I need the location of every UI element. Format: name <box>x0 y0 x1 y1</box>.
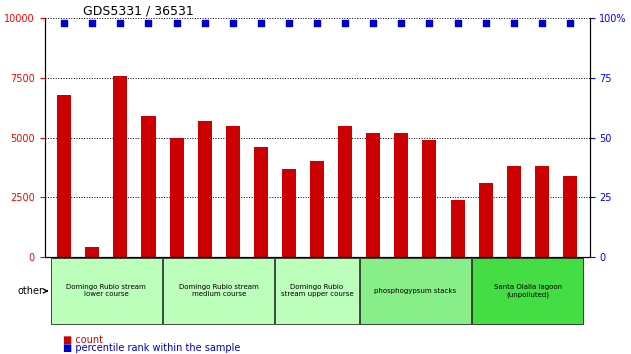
Bar <box>114 76 127 257</box>
Point <box>87 20 97 26</box>
Bar <box>507 166 521 257</box>
Bar <box>479 183 493 257</box>
Bar <box>535 166 549 257</box>
Point <box>481 20 491 26</box>
Point <box>256 20 266 26</box>
Point <box>143 20 153 26</box>
Bar <box>85 247 99 257</box>
Bar <box>282 169 296 257</box>
Point <box>115 20 126 26</box>
Bar <box>310 161 324 257</box>
Bar <box>394 133 408 257</box>
Point <box>509 20 519 26</box>
Bar <box>170 138 184 257</box>
Bar <box>141 116 155 257</box>
Text: Santa Olalla lagoon
(unpolluted): Santa Olalla lagoon (unpolluted) <box>493 284 562 298</box>
Bar <box>563 176 577 257</box>
Point <box>369 20 379 26</box>
Point <box>565 20 575 26</box>
Bar <box>50 258 162 324</box>
Bar <box>226 126 240 257</box>
Point <box>284 20 294 26</box>
Text: Domingo Rubio
stream upper course: Domingo Rubio stream upper course <box>281 285 353 297</box>
Point <box>452 20 463 26</box>
Bar <box>472 258 584 324</box>
Point <box>425 20 435 26</box>
Text: Domingo Rubio stream
lower course: Domingo Rubio stream lower course <box>66 285 146 297</box>
Point <box>396 20 406 26</box>
Bar <box>57 95 71 257</box>
Bar <box>276 258 358 324</box>
Text: GDS5331 / 36531: GDS5331 / 36531 <box>83 4 194 17</box>
Bar <box>254 147 268 257</box>
Bar <box>360 258 471 324</box>
Point <box>537 20 547 26</box>
Text: other: other <box>18 286 47 296</box>
Point <box>59 20 69 26</box>
Text: ■ percentile rank within the sample: ■ percentile rank within the sample <box>63 343 240 353</box>
Point <box>199 20 209 26</box>
Bar <box>422 140 437 257</box>
Bar <box>198 121 211 257</box>
Text: ■ count: ■ count <box>63 335 103 345</box>
Bar <box>338 126 352 257</box>
Bar <box>366 133 380 257</box>
Point <box>228 20 238 26</box>
Point <box>312 20 322 26</box>
Point <box>340 20 350 26</box>
Point <box>172 20 182 26</box>
Bar <box>451 200 464 257</box>
Bar <box>163 258 274 324</box>
Text: Domingo Rubio stream
medium course: Domingo Rubio stream medium course <box>179 285 259 297</box>
Text: phosphogypsum stacks: phosphogypsum stacks <box>374 288 456 294</box>
